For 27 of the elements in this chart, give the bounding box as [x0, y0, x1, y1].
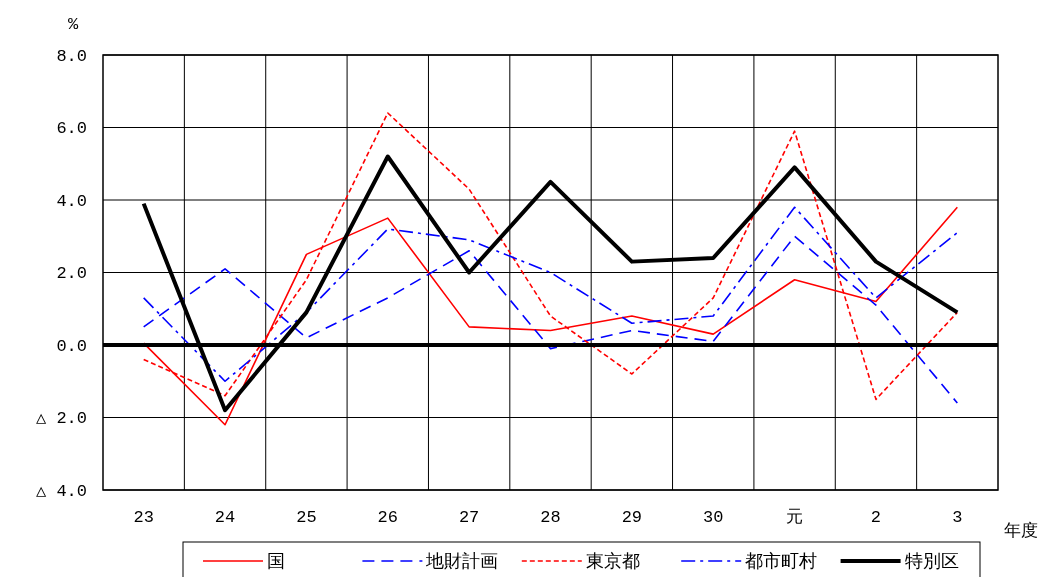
x-tick-label: 25: [296, 508, 317, 527]
y-tick-label: △ 4.0: [35, 481, 87, 501]
line-series: [142, 206, 959, 383]
x-tick-label: 24: [214, 508, 236, 527]
legend-label: 地財計画: [425, 550, 499, 572]
y-tick-label: 4.0: [56, 191, 87, 211]
y-tick-label: △ 2.0: [35, 409, 87, 429]
y-tick-label: 0.0: [56, 336, 87, 356]
x-tick-label: 28: [540, 508, 561, 527]
x-tick-label: 29: [621, 508, 643, 527]
legend-label: 国: [267, 550, 285, 572]
y-tick-label: 6.0: [56, 119, 87, 139]
x-tick-label: 26: [377, 508, 398, 527]
legend-label: 特別区: [904, 550, 959, 572]
y-tick-label: 8.0: [56, 46, 87, 66]
y-tick-label: 2.0: [56, 264, 87, 284]
x-axis-title: 年度: [1004, 521, 1038, 541]
legend-label: 東京都: [585, 550, 640, 572]
x-tick-label: 23: [133, 508, 154, 527]
x-tick-label: 30: [703, 508, 724, 527]
legend-label: 都市町村: [745, 550, 818, 572]
y-axis-title: %: [67, 15, 79, 34]
line-series: [142, 235, 959, 404]
x-tick-label: 3: [952, 508, 963, 527]
x-tick-label: 元: [786, 508, 804, 527]
x-tick-label: 2: [870, 508, 882, 527]
x-tick-label: 27: [458, 508, 480, 527]
